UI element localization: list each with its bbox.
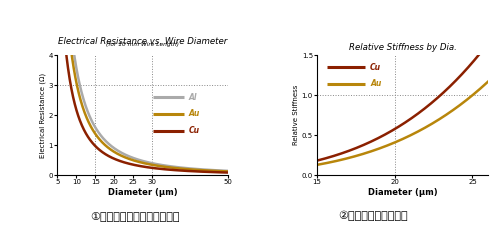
Text: Au: Au	[189, 109, 200, 119]
Title: Electrical Resistance vs. Wire Diameter: Electrical Resistance vs. Wire Diameter	[58, 37, 228, 46]
Text: ②ワイヤ径とその強度: ②ワイヤ径とその強度	[339, 211, 408, 221]
Text: Cu: Cu	[189, 126, 200, 135]
Title: Relative Stiffness by Dia.: Relative Stiffness by Dia.	[349, 43, 457, 52]
Text: (for 10 mm Wire Length): (for 10 mm Wire Length)	[106, 42, 179, 47]
Text: ①電気抗択とワイヤ径の関係: ①電気抗択とワイヤ径の関係	[90, 211, 179, 221]
Text: Au: Au	[370, 79, 381, 89]
X-axis label: Diameter (μm): Diameter (μm)	[108, 188, 178, 197]
X-axis label: Diameter (μm): Diameter (μm)	[368, 188, 437, 197]
Y-axis label: Relative Stiffness: Relative Stiffness	[293, 85, 299, 145]
Y-axis label: Electrical Resistance (Ω): Electrical Resistance (Ω)	[39, 73, 46, 158]
Text: Al: Al	[189, 93, 197, 102]
Text: Cu: Cu	[370, 63, 381, 72]
